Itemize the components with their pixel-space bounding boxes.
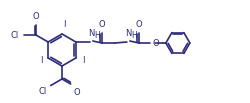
Text: I: I (63, 20, 65, 29)
Text: O: O (33, 12, 39, 21)
Text: N: N (125, 29, 131, 38)
Text: O: O (98, 20, 105, 29)
Text: Cl: Cl (11, 30, 19, 39)
Text: H: H (94, 31, 100, 40)
Text: O: O (136, 20, 142, 29)
Text: H: H (131, 31, 136, 40)
Text: I: I (40, 56, 42, 64)
Text: O: O (74, 88, 80, 97)
Text: N: N (88, 29, 94, 38)
Text: I: I (82, 56, 84, 64)
Text: O: O (153, 39, 160, 47)
Text: Cl: Cl (38, 88, 47, 97)
